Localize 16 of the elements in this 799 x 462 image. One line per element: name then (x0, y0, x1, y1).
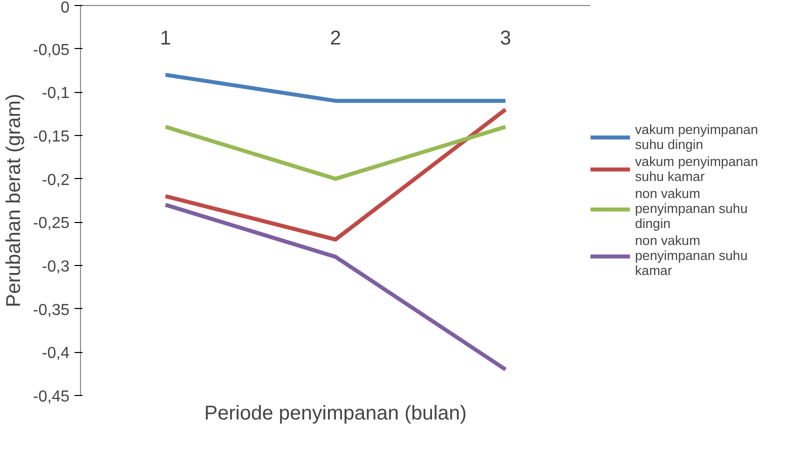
y-tick-label: -0,15 (33, 128, 70, 146)
y-axis-title: Perubahan berat (gram) (3, 94, 26, 308)
legend-label: non vakum penyimpanan suhu kamar (635, 233, 748, 278)
y-tick-label: -0,4 (42, 345, 70, 362)
y-tick-label: -0,05 (33, 42, 70, 59)
x-tick-label: 3 (500, 28, 512, 50)
y-tick-label: 0 (60, 0, 70, 16)
y-tick-label: -0,3 (42, 258, 70, 276)
y-tick-label: -0,25 (33, 215, 70, 232)
x-tick-label: 1 (160, 28, 172, 50)
y-tick-label: -0,1 (42, 85, 70, 102)
x-tick-label: 2 (330, 28, 342, 50)
y-tick-label: -0,2 (42, 172, 70, 189)
y-tick-label: -0,35 (33, 302, 70, 319)
y-tick-label: -0,45 (33, 388, 70, 406)
x-axis-title: Periode penyimpanan (bulan) (204, 402, 467, 424)
